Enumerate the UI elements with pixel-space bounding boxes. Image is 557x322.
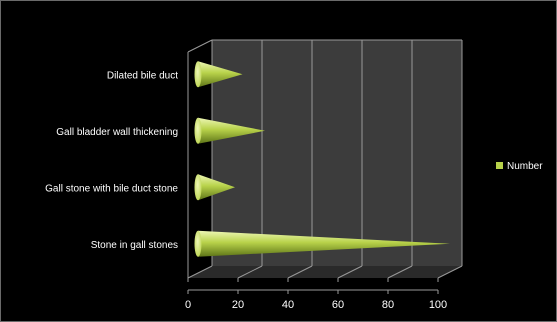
cone-bar xyxy=(198,174,235,201)
category-labels: Stone in gall stones Gall stone with bile… xyxy=(45,70,178,251)
cone-bar xyxy=(198,117,265,144)
cone-base xyxy=(194,230,202,257)
category-label: Dilated bile duct xyxy=(107,70,178,81)
cone-base xyxy=(194,117,202,144)
wall-corner-edge xyxy=(187,39,213,53)
legend: Number xyxy=(496,161,543,172)
category-label: Gall bladder wall thickening xyxy=(56,127,178,138)
floor-gridline xyxy=(287,265,313,279)
x-tick-label: 60 xyxy=(332,299,344,311)
cone-bar xyxy=(198,230,450,257)
x-axis-ticks: 0 20 40 60 80 100 xyxy=(185,278,447,311)
x-tick-label: 100 xyxy=(429,299,447,311)
plot-back-wall xyxy=(212,40,462,266)
cone-bar xyxy=(198,61,243,88)
legend-swatch-number xyxy=(496,162,503,169)
cone-series xyxy=(194,61,450,257)
category-label: Stone in gall stones xyxy=(91,240,178,251)
x-tick-label: 40 xyxy=(282,299,294,311)
legend-label-number: Number xyxy=(507,161,543,172)
x-tick-label: 20 xyxy=(232,299,244,311)
category-label: Gall stone with bile duct stone xyxy=(45,183,178,194)
plot-floor xyxy=(188,266,462,278)
x-tick-label: 80 xyxy=(382,299,394,311)
floor-gridline xyxy=(337,265,363,279)
cone-base xyxy=(194,61,202,88)
floor-gridline xyxy=(437,265,463,279)
floor-gridline xyxy=(237,265,263,279)
cone-base xyxy=(194,174,202,201)
floor-gridline xyxy=(387,265,413,279)
floor-gridline xyxy=(187,265,213,279)
x-tick-label: 0 xyxy=(185,299,191,311)
